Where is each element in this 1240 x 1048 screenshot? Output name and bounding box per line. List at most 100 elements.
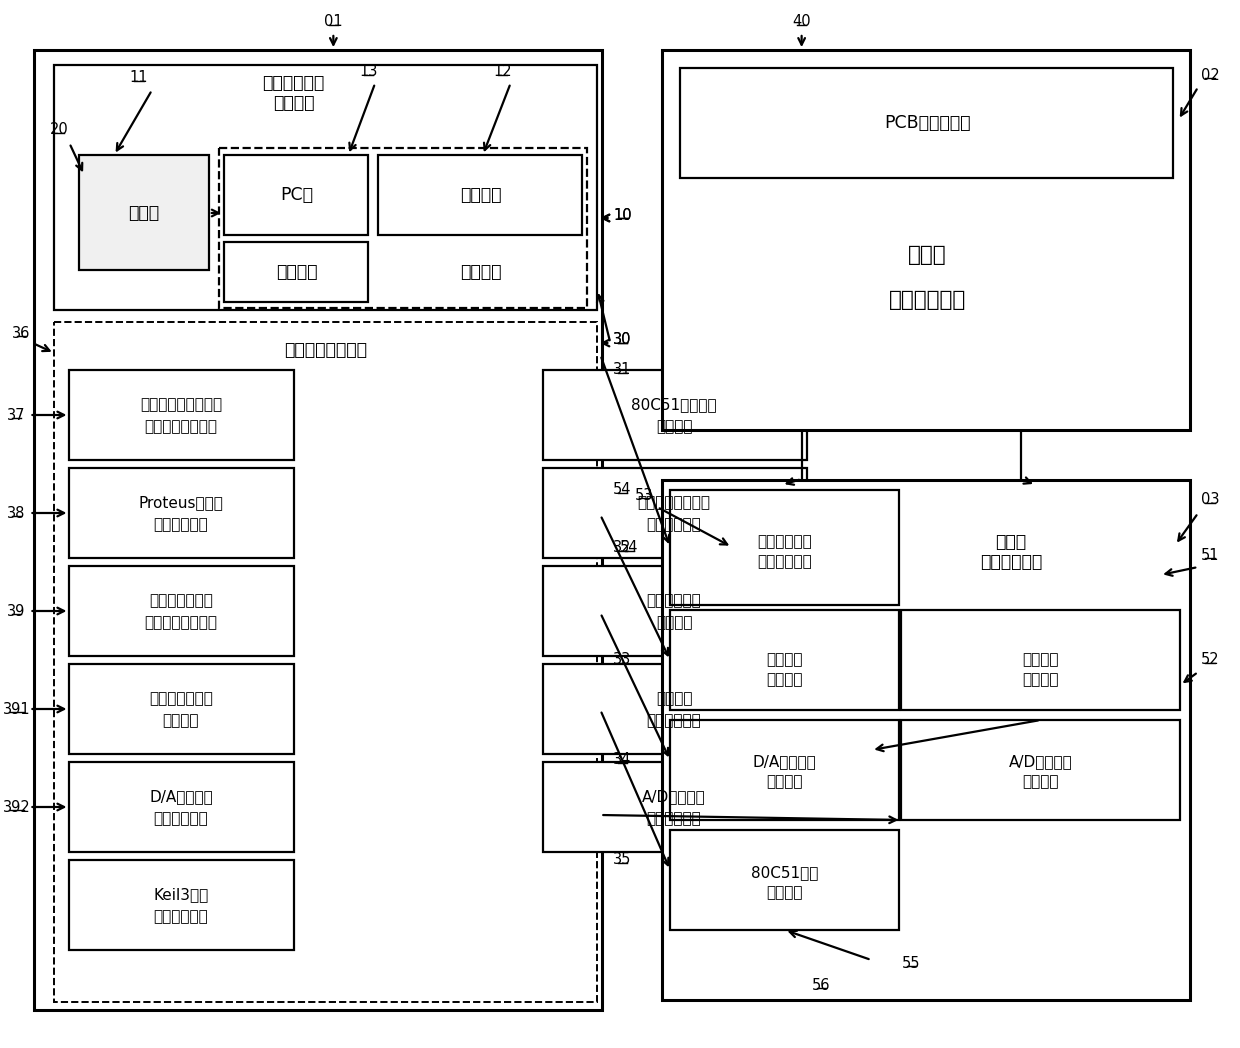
Text: 53: 53 [635,487,653,502]
Text: 投影仪: 投影仪 [129,204,160,222]
Bar [378,155,583,235]
Text: 52: 52 [1200,653,1219,668]
Text: 教学视频: 教学视频 [656,615,692,631]
Text: 设计模块: 设计模块 [766,886,804,900]
Text: Keil3软件: Keil3软件 [154,888,208,902]
Text: 平板电脑: 平板电脑 [460,185,501,204]
Text: 31: 31 [613,363,631,377]
Text: 56: 56 [812,978,831,992]
Bar [680,68,1173,178]
Bar [901,610,1180,709]
Text: 安装教学视频: 安装教学视频 [154,910,208,924]
Text: 01: 01 [324,15,342,29]
Text: 13: 13 [360,65,377,80]
Text: 键盘接口: 键盘接口 [1023,653,1059,668]
Text: 54: 54 [613,482,631,498]
Bar [79,155,208,270]
Bar [670,490,899,605]
Bar [543,762,806,852]
Text: 38: 38 [7,505,26,521]
Text: 55: 55 [901,956,920,970]
Text: 中断及定时器: 中断及定时器 [758,534,812,549]
Text: 10: 10 [613,208,631,222]
Text: 51: 51 [1200,547,1219,563]
Text: 应用系统开发过程及: 应用系统开发过程及 [140,397,222,413]
Text: 教学视频: 教学视频 [656,419,692,435]
Text: 教学视频: 教学视频 [162,714,200,728]
Text: 实验教学视频: 实验教学视频 [154,811,208,827]
Bar [69,370,294,460]
Bar [223,155,368,235]
Bar [662,50,1190,430]
Text: 34: 34 [613,752,631,767]
Bar [670,610,899,709]
Bar [69,762,294,852]
Text: 30: 30 [613,332,631,348]
Text: 单片机: 单片机 [996,533,1027,551]
Text: 80C51程序: 80C51程序 [751,866,818,880]
Bar [69,860,294,949]
Bar [69,566,294,656]
Text: Proteus软件的: Proteus软件的 [139,496,223,510]
Text: 32: 32 [613,541,631,555]
Text: 33: 33 [613,653,631,668]
Text: 实验模块: 实验模块 [766,673,804,687]
Text: 矩阵式键盘原理: 矩阵式键盘原理 [149,692,213,706]
Text: 20: 20 [50,123,68,137]
Text: 实验指导微课: 实验指导微课 [263,74,325,92]
Text: 显示原理教学视频: 显示原理教学视频 [144,615,217,631]
Text: PCB实验学习板: PCB实验学习板 [884,114,971,132]
Text: 391: 391 [2,701,30,717]
Text: A/D转换接口: A/D转换接口 [1009,755,1073,769]
Text: 80C51程序设计: 80C51程序设计 [631,397,717,413]
Bar [670,720,899,820]
Text: 实验教学视频: 实验教学视频 [647,811,702,827]
Text: D/A转换接口: D/A转换接口 [753,755,817,769]
Bar [55,322,598,1002]
Text: 系统应用模块: 系统应用模块 [758,554,812,569]
Text: 综合实验装置: 综合实验装置 [980,553,1042,571]
Text: 36: 36 [12,326,31,341]
Bar [35,50,603,1010]
Bar [670,830,899,930]
Text: 常用指令教学视频: 常用指令教学视频 [144,419,217,435]
Text: 应用教学视频: 应用教学视频 [647,518,702,532]
Bar [69,664,294,754]
Text: 智能手机: 智能手机 [275,263,317,281]
Text: 39: 39 [7,604,26,618]
Text: 实验模块: 实验模块 [1023,774,1059,789]
Text: 实验模块: 实验模块 [1023,673,1059,687]
Text: PC机: PC机 [280,185,312,204]
Text: 392: 392 [2,800,31,814]
Text: 单片机学习板: 单片机学习板 [889,290,966,310]
Bar [543,468,806,558]
Text: 12: 12 [494,65,512,80]
Text: 中断及定时器系统: 中断及定时器系统 [637,496,711,510]
Text: A/D转换接口: A/D转换接口 [642,789,706,805]
Bar [218,148,588,308]
Text: 10: 10 [613,208,631,222]
Bar [543,370,806,460]
Text: 03: 03 [1200,493,1219,507]
Bar [901,720,1180,820]
Text: 数码管动态扫描: 数码管动态扫描 [149,593,213,609]
Bar [543,664,806,754]
Text: 实验教学视频: 实验教学视频 [647,714,702,728]
Text: 02: 02 [1200,67,1219,83]
Bar [543,566,806,656]
Text: 安装教学视频: 安装教学视频 [154,518,208,532]
Text: 书包式: 书包式 [908,245,946,265]
Bar [223,242,368,302]
Text: 智能终端: 智能终端 [460,263,501,281]
Text: 视频装置: 视频装置 [273,94,314,112]
Text: 54: 54 [620,541,639,555]
Text: 显示接口实验: 显示接口实验 [647,593,702,609]
Text: 40: 40 [792,15,811,29]
Text: 35: 35 [613,852,631,868]
Text: 实验模块: 实验模块 [766,774,804,789]
Text: 37: 37 [7,408,26,422]
Text: 30: 30 [613,332,631,348]
Text: 显示接口: 显示接口 [766,653,804,668]
Text: D/A转换接口: D/A转换接口 [149,789,213,805]
Text: 实验指导微课视频: 实验指导微课视频 [284,341,367,359]
